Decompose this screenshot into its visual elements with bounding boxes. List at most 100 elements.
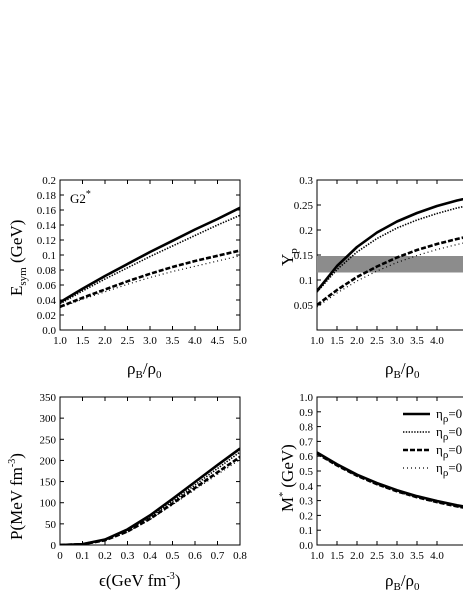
x-tick-label: 0.4 (143, 550, 157, 562)
y-tick-label: 0.2 (299, 510, 313, 522)
panel-effective-mass: 1.0 1.5 2.0 2.5 3.0 3.5 4.0 0.0 0.1 0.2 0.3 0.4 0.5 0… (278, 392, 463, 593)
x-tick-label: 1.0 (310, 550, 324, 562)
y-tick-label: 0.16 (37, 205, 57, 217)
y-tick-label: 0 (51, 540, 57, 552)
x-tick-label: 0.6 (188, 550, 202, 562)
series-group (317, 197, 463, 308)
x-tick-label: 5.0 (233, 335, 247, 347)
x-tick-label: 2.5 (121, 335, 135, 347)
y-tick-label: 0.3 (299, 175, 313, 187)
x-tick-label: 0.5 (166, 550, 180, 562)
x-tick-label: 2.5 (370, 550, 384, 562)
x-tick-label: 4.0 (430, 550, 444, 562)
y-tick-label: 150 (40, 477, 57, 489)
series-line-sparse-dotted (60, 255, 240, 309)
y-tick-label: 0.02 (37, 310, 56, 322)
series-line-solid (317, 197, 463, 292)
y-tick-label: 1.0 (299, 392, 313, 404)
x-axis-label: ϵ(GeV fm-3) (99, 571, 180, 590)
x-tick-label: 1.5 (330, 335, 344, 347)
axis-ticks: 1.0 1.5 2.0 2.5 3.0 3.5 4.0 0.0 0.1 0.2 0.3 0.4 0.5 0… (299, 392, 444, 562)
y-tick-label: 100 (40, 498, 57, 510)
plot-frame (59, 179, 241, 331)
y-tick-label: 0.05 (294, 300, 314, 312)
series-group (317, 451, 463, 509)
x-tick-label: 3.5 (166, 335, 180, 347)
x-axis-label: ρB/ρ0 (127, 359, 162, 381)
y-tick-label: 0.9 (299, 407, 313, 419)
panel-annotation: G2* (70, 189, 91, 206)
series-line-dashed (60, 249, 240, 309)
y-tick-label: 0.5 (299, 466, 313, 478)
y-tick-label: 0.1 (42, 250, 56, 262)
legend-label: ηρ=0 (436, 460, 462, 479)
legend-label: ηρ=0 (436, 442, 462, 461)
y-tick-label: 200 (40, 455, 57, 467)
x-tick-label: 0 (57, 550, 63, 562)
x-tick-label: 3.0 (143, 335, 157, 347)
y-tick-label: 0.2 (42, 175, 56, 187)
series-line-solid (60, 206, 240, 304)
axis-ticks: 1.0 1.5 2.0 2.5 3.0 3.5 4.0 0.05 0.1 0.15 0.2 0.25 0… (294, 175, 445, 347)
y-tick-label: 350 (40, 392, 57, 404)
x-tick-label: 2.0 (350, 335, 364, 347)
y-tick-label: 0.18 (37, 190, 57, 202)
x-tick-label: 3.5 (410, 550, 424, 562)
x-tick-label: 0.7 (211, 550, 225, 562)
x-tick-label: 3.0 (390, 550, 404, 562)
x-tick-label: 3.0 (390, 335, 404, 347)
y-tick-label: 50 (45, 519, 57, 531)
y-tick-label: 300 (40, 413, 57, 425)
series-line-dashed (317, 236, 463, 307)
y-tick-label: 0.4 (299, 481, 313, 493)
y-tick-label: 0.08 (37, 265, 57, 277)
x-tick-label: 0.1 (76, 550, 90, 562)
series-group (60, 447, 240, 545)
series-line-sparse-dotted (317, 453, 463, 509)
panel-pressure: 0 0.1 0.2 0.3 0.4 0.5 0.6 0.7 0.8 0 50 100 150 200 250… (7, 392, 247, 590)
x-tick-label: 0.3 (121, 550, 135, 562)
panel-esym: 1.0 1.5 2.0 2.5 3.0 3.5 4.0 4.5 5.0 0.0 0.02 0.04 0.… (7, 175, 247, 381)
y-tick-label: 0.8 (299, 422, 313, 434)
y-axis-label: P(MeV fm-3) (7, 453, 26, 540)
x-axis-label: ρB/ρ0 (385, 359, 420, 381)
series-line-solid (60, 447, 240, 545)
x-tick-label: 1.5 (330, 550, 344, 562)
y-tick-label: 0.0 (42, 325, 56, 337)
x-tick-label: 0.2 (98, 550, 112, 562)
x-tick-label: 4.0 (430, 335, 444, 347)
legend: ηρ=0ηρ=0ηρ=0ηρ=0 (403, 406, 462, 479)
y-tick-label: 0.25 (294, 200, 314, 212)
series-line-sparse-dotted (60, 459, 240, 545)
y-tick-label: 0.7 (299, 436, 313, 448)
x-tick-label: 1.0 (53, 335, 67, 347)
axis-ticks: 1.0 1.5 2.0 2.5 3.0 3.5 4.0 4.5 5.0 0.0 0.02 0.04 0.… (37, 175, 248, 347)
y-tick-label: 0.14 (37, 220, 57, 232)
y-tick-label: 0.1 (299, 275, 313, 287)
y-tick-label: 0.3 (299, 496, 313, 508)
y-tick-label: 0.15 (294, 250, 314, 262)
x-tick-label: 2.0 (350, 550, 364, 562)
plot-frame (316, 179, 463, 331)
y-axis-label: Esym (GeV) (7, 220, 29, 296)
y-axis-label: M* (GeV) (278, 444, 297, 512)
y-tick-label: 0.06 (37, 280, 57, 292)
y-tick-label: 0.04 (37, 295, 57, 307)
series-group (60, 206, 240, 309)
legend-label: ηρ=0 (436, 406, 462, 425)
y-tick-label: 0.6 (299, 451, 313, 463)
x-axis-label: ρB/ρ0 (385, 571, 420, 593)
series-line-dashed (60, 455, 240, 545)
y-tick-label: 0.2 (299, 225, 313, 237)
x-tick-label: 0.8 (233, 550, 247, 562)
y-tick-label: 0.1 (299, 525, 313, 537)
x-tick-label: 3.5 (410, 335, 424, 347)
y-tick-label: 0.12 (37, 235, 56, 247)
series-line-dotted (60, 214, 240, 305)
x-tick-label: 1.0 (310, 335, 324, 347)
axis-ticks: 0 0.1 0.2 0.3 0.4 0.5 0.6 0.7 0.8 0 50 100 150 200 250… (40, 392, 248, 562)
x-tick-label: 1.5 (76, 335, 90, 347)
y-axis-label: Yp (278, 248, 300, 266)
y-tick-label: 0.0 (299, 540, 313, 552)
